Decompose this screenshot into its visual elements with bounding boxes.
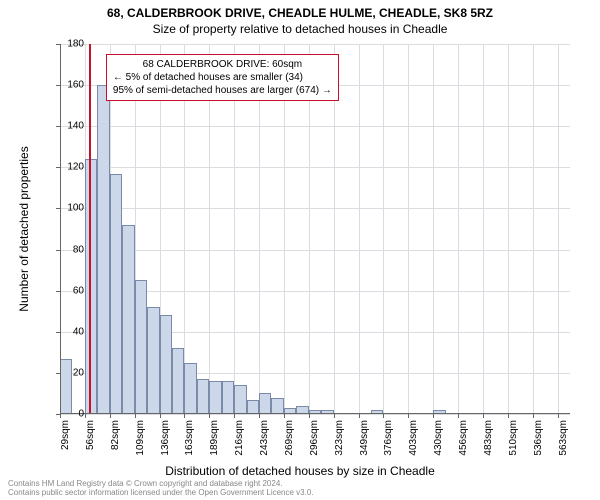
histogram-bar — [160, 315, 172, 414]
grid-line-v — [458, 44, 459, 414]
x-tick-mark — [259, 414, 260, 418]
histogram-bar — [197, 379, 209, 414]
x-tick-label: 189sqm — [209, 420, 220, 470]
y-axis-label: Number of detached properties — [17, 129, 31, 329]
y-tick-label: 0 — [54, 409, 84, 420]
histogram-bar — [234, 385, 246, 414]
annotation-line: 68 CALDERBROOK DRIVE: 60sqm — [113, 58, 332, 71]
x-tick-label: 510sqm — [508, 420, 519, 470]
footer-line-2: Contains public sector information licen… — [8, 488, 314, 498]
histogram-bar — [97, 85, 109, 414]
x-tick-label: 376sqm — [383, 420, 394, 470]
x-tick-mark — [383, 414, 384, 418]
y-tick-label: 40 — [54, 326, 84, 337]
y-tick-label: 120 — [54, 162, 84, 173]
title-address: 68, CALDERBROOK DRIVE, CHEADLE HULME, CH… — [0, 0, 600, 20]
x-tick-mark — [135, 414, 136, 418]
x-tick-label: 349sqm — [359, 420, 370, 470]
grid-line-h — [60, 414, 570, 415]
histogram-bar — [147, 307, 159, 414]
x-tick-label: 136sqm — [160, 420, 171, 470]
grid-line-h — [60, 167, 570, 168]
histogram-bar — [110, 174, 122, 415]
x-tick-mark — [85, 414, 86, 418]
x-tick-mark — [209, 414, 210, 418]
x-tick-label: 216sqm — [234, 420, 245, 470]
grid-line-v — [408, 44, 409, 414]
y-tick-label: 20 — [54, 367, 84, 378]
x-tick-mark — [433, 414, 434, 418]
x-tick-label: 563sqm — [558, 420, 569, 470]
x-tick-label: 323sqm — [334, 420, 345, 470]
x-tick-label: 29sqm — [60, 420, 71, 470]
histogram-bar — [259, 393, 271, 414]
histogram-bar — [85, 159, 97, 414]
annotation-line: ← 5% of detached houses are smaller (34) — [113, 71, 332, 84]
x-tick-mark — [110, 414, 111, 418]
x-tick-label: 296sqm — [309, 420, 320, 470]
plot-area: 68 CALDERBROOK DRIVE: 60sqm← 5% of detac… — [60, 44, 570, 414]
x-tick-mark — [309, 414, 310, 418]
x-tick-label: 109sqm — [135, 420, 146, 470]
y-tick-label: 140 — [54, 121, 84, 132]
x-tick-label: 82sqm — [110, 420, 121, 470]
y-tick-label: 60 — [54, 285, 84, 296]
y-tick-label: 80 — [54, 244, 84, 255]
grid-line-v — [483, 44, 484, 414]
grid-line-v — [558, 44, 559, 414]
x-axis — [60, 413, 570, 414]
grid-line-v — [508, 44, 509, 414]
histogram-bar — [271, 398, 283, 414]
histogram-bar — [172, 348, 184, 414]
x-tick-mark — [533, 414, 534, 418]
x-tick-label: 243sqm — [259, 420, 270, 470]
histogram-bar — [222, 381, 234, 414]
footer-line-1: Contains HM Land Registry data © Crown c… — [8, 479, 314, 489]
annotation-line: 95% of semi-detached houses are larger (… — [113, 84, 332, 97]
histogram-bar — [122, 225, 134, 414]
histogram-bar — [184, 363, 196, 414]
histogram-bar — [135, 280, 147, 414]
x-tick-label: 536sqm — [533, 420, 544, 470]
x-tick-mark — [508, 414, 509, 418]
grid-line-v — [533, 44, 534, 414]
grid-line-v — [383, 44, 384, 414]
histogram-bar — [247, 400, 259, 414]
x-tick-label: 403sqm — [408, 420, 419, 470]
footer-text: Contains HM Land Registry data © Crown c… — [8, 479, 314, 498]
x-tick-label: 483sqm — [483, 420, 494, 470]
x-tick-label: 56sqm — [85, 420, 96, 470]
x-tick-mark — [483, 414, 484, 418]
x-tick-mark — [334, 414, 335, 418]
grid-line-v — [433, 44, 434, 414]
property-marker-line — [89, 44, 91, 414]
y-tick-label: 100 — [54, 203, 84, 214]
x-tick-mark — [160, 414, 161, 418]
y-tick-label: 160 — [54, 80, 84, 91]
grid-line-h — [60, 126, 570, 127]
grid-line-h — [60, 208, 570, 209]
y-axis — [60, 44, 61, 414]
title-subtitle: Size of property relative to detached ho… — [0, 20, 600, 36]
grid-line-h — [60, 250, 570, 251]
x-tick-label: 456sqm — [458, 420, 469, 470]
x-tick-label: 269sqm — [284, 420, 295, 470]
x-tick-mark — [359, 414, 360, 418]
x-tick-label: 163sqm — [184, 420, 195, 470]
grid-line-h — [60, 44, 570, 45]
x-tick-label: 430sqm — [433, 420, 444, 470]
grid-line-v — [359, 44, 360, 414]
x-tick-mark — [284, 414, 285, 418]
x-tick-mark — [234, 414, 235, 418]
y-tick-label: 180 — [54, 39, 84, 50]
x-tick-mark — [458, 414, 459, 418]
histogram-bar — [209, 381, 221, 414]
annotation-box: 68 CALDERBROOK DRIVE: 60sqm← 5% of detac… — [106, 54, 339, 101]
x-tick-mark — [184, 414, 185, 418]
x-tick-mark — [558, 414, 559, 418]
x-tick-mark — [408, 414, 409, 418]
histogram-container: 68, CALDERBROOK DRIVE, CHEADLE HULME, CH… — [0, 0, 600, 500]
